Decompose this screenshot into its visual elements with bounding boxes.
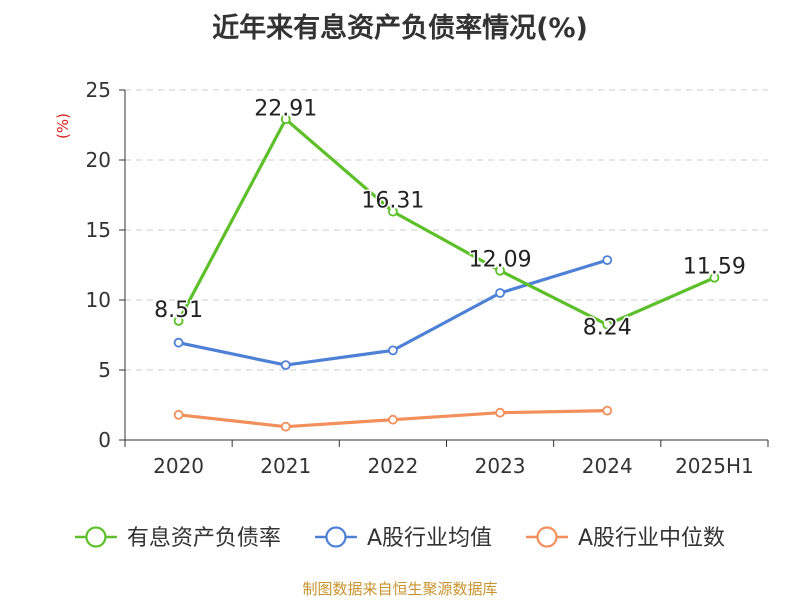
legend-item-2[interactable]: A股行业中位数 <box>526 526 725 551</box>
legend-circle-icon <box>536 526 558 548</box>
x-tick-label: 2022 <box>367 454 418 478</box>
data-point[interactable] <box>280 114 291 125</box>
axes: 0 5 10 15 20 25 2020 2021 2022 2023 2024 2025H1 (%) <box>54 78 769 478</box>
y-tick-label: 5 <box>98 358 111 382</box>
data-point[interactable] <box>173 337 184 348</box>
y-tick-label: 25 <box>86 78 111 102</box>
legend-label: A股行业均值 <box>367 526 492 551</box>
series-lines <box>173 114 720 432</box>
data-label: 12.09 <box>469 248 532 273</box>
y-tick-label: 10 <box>86 288 111 312</box>
data-point[interactable] <box>280 360 291 371</box>
data-point[interactable] <box>602 255 613 266</box>
data-labels: 8.51 22.91 16.31 12.09 8.24 11.59 <box>153 95 748 342</box>
legend-item-0[interactable]: 有息资产负债率 <box>74 526 281 551</box>
data-point[interactable] <box>173 315 184 326</box>
legend-label: 有息资产负债率 <box>127 526 281 551</box>
x-tick-label: 2020 <box>153 454 204 478</box>
legend-circle-icon <box>85 526 107 548</box>
data-point[interactable] <box>173 409 184 420</box>
series-line-0 <box>176 117 717 327</box>
data-point[interactable] <box>495 407 505 418</box>
x-tick-label: 2023 <box>475 454 526 478</box>
data-point[interactable] <box>388 206 398 217</box>
x-tick-label: 2021 <box>260 454 311 478</box>
data-point[interactable] <box>388 414 398 425</box>
y-axis-label: (%) <box>54 113 72 139</box>
legend-item-1[interactable]: A股行业均值 <box>314 526 492 551</box>
data-point[interactable] <box>280 421 291 432</box>
data-point[interactable] <box>602 319 613 330</box>
data-label: 11.59 <box>683 255 746 280</box>
legend[interactable]: 有息资产负债率 A股行业均值 A股行业中位数 <box>74 526 725 551</box>
data-source-note: 制图数据来自恒生聚源数据库 <box>302 580 498 598</box>
data-point[interactable] <box>495 265 505 276</box>
data-point[interactable] <box>495 288 505 298</box>
y-tick-label: 15 <box>86 218 111 242</box>
data-label: 8.24 <box>583 316 632 341</box>
data-label: 16.31 <box>361 189 424 214</box>
x-tick-label: 2024 <box>582 454 633 478</box>
chart-title: 近年来有息资产负债率情况(%) <box>212 13 588 44</box>
legend-circle-icon <box>325 526 347 548</box>
grid-lines <box>125 89 768 371</box>
data-label: 22.91 <box>254 96 317 121</box>
data-label: 8.51 <box>154 298 203 323</box>
y-tick-label: 20 <box>86 148 111 172</box>
x-tick-label: 2025H1 <box>675 454 754 478</box>
data-point[interactable] <box>709 272 720 283</box>
data-point[interactable] <box>388 345 398 356</box>
legend-label: A股行业中位数 <box>578 526 725 551</box>
data-point[interactable] <box>602 405 613 416</box>
y-tick-label: 0 <box>98 428 111 452</box>
